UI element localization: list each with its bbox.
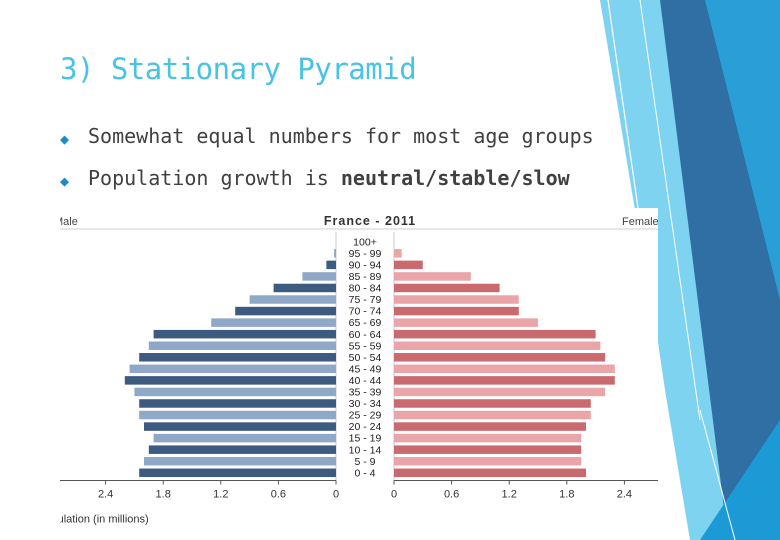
slide-title: 3) Stationary Pyramid bbox=[60, 52, 417, 86]
female-bar bbox=[394, 318, 538, 327]
age-group-label: 60 - 64 bbox=[349, 329, 382, 341]
male-bar bbox=[273, 283, 336, 293]
female-bar bbox=[394, 295, 519, 304]
x-tick-label: 1.2 bbox=[502, 489, 517, 501]
age-group-label: 80 - 84 bbox=[349, 283, 382, 295]
left-legend-label: Male bbox=[60, 216, 78, 228]
age-group-label: 70 - 74 bbox=[349, 306, 382, 318]
age-group-label: 55 - 59 bbox=[349, 340, 382, 352]
female-bar bbox=[394, 456, 582, 466]
right-legend-label: Female bbox=[622, 216, 658, 228]
male-bar bbox=[144, 422, 336, 431]
age-group-label: 0 - 4 bbox=[354, 467, 375, 479]
female-bar bbox=[394, 306, 519, 316]
male-bar bbox=[211, 318, 336, 327]
diamond-bullet-icon: ◆ bbox=[60, 172, 70, 190]
age-group-label: 85 - 89 bbox=[349, 271, 382, 283]
age-group-label: 100+ bbox=[353, 236, 377, 248]
female-bar bbox=[394, 329, 596, 339]
x-tick-label: 2.4 bbox=[617, 489, 632, 501]
male-bar bbox=[302, 272, 336, 281]
male-bar bbox=[144, 456, 336, 466]
female-bar bbox=[394, 353, 606, 362]
age-group-label: 50 - 54 bbox=[349, 352, 382, 364]
female-bar bbox=[394, 387, 606, 397]
age-group-label: 75 - 79 bbox=[349, 294, 382, 306]
deco-panel-mid bbox=[705, 0, 780, 300]
bullet-text: Somewhat equal numbers for most age grou… bbox=[88, 124, 594, 148]
male-bar bbox=[124, 376, 336, 385]
age-group-label: 35 - 39 bbox=[349, 387, 382, 399]
male-bar bbox=[153, 329, 336, 339]
x-tick-label: 0.6 bbox=[271, 489, 286, 501]
female-bar bbox=[394, 272, 471, 281]
age-group-label: 25 - 29 bbox=[349, 410, 382, 422]
male-bar bbox=[139, 399, 336, 408]
female-bar bbox=[394, 445, 582, 454]
age-group-label: 45 - 49 bbox=[349, 363, 382, 375]
female-bar bbox=[394, 399, 591, 408]
x-tick-label: 1.8 bbox=[559, 489, 574, 501]
age-group-label: 5 - 9 bbox=[354, 456, 375, 468]
bullet-emphasis: neutral/stable/slow bbox=[340, 166, 570, 190]
male-bar bbox=[148, 341, 336, 350]
x-tick-label: 0 bbox=[333, 489, 339, 501]
x-tick-label: 1.8 bbox=[156, 489, 171, 501]
bullet-text: Population growth is neutral/stable/slow bbox=[88, 166, 570, 190]
female-bar bbox=[394, 410, 591, 420]
female-bar bbox=[394, 376, 615, 385]
male-bar bbox=[249, 295, 336, 304]
age-group-label: 30 - 34 bbox=[349, 398, 382, 410]
x-axis-label: Population (in millions) bbox=[60, 514, 149, 526]
male-bar bbox=[139, 468, 336, 478]
age-group-label: 65 - 69 bbox=[349, 317, 382, 329]
age-group-label: 90 - 94 bbox=[349, 259, 382, 271]
chart-title: France - 2011 bbox=[324, 214, 416, 228]
male-bar bbox=[326, 260, 336, 270]
male-bar bbox=[139, 410, 336, 420]
male-bar bbox=[129, 364, 336, 374]
age-group-label: 40 - 44 bbox=[349, 375, 382, 387]
male-bar bbox=[235, 306, 336, 316]
deco-panel-bright bbox=[700, 420, 780, 540]
x-tick-label: 2.4 bbox=[98, 489, 113, 501]
age-group-label: 20 - 24 bbox=[349, 421, 382, 433]
female-bar bbox=[394, 283, 500, 293]
female-bar bbox=[394, 422, 586, 431]
age-group-label: 95 - 99 bbox=[349, 248, 382, 260]
female-bar bbox=[394, 433, 582, 443]
x-tick-label: 1.2 bbox=[213, 489, 228, 501]
female-bar bbox=[394, 364, 615, 374]
deco-line-3 bbox=[699, 409, 736, 540]
male-bar bbox=[153, 433, 336, 443]
diamond-bullet-icon: ◆ bbox=[60, 130, 70, 148]
male-bar bbox=[334, 249, 336, 258]
deco-line-2 bbox=[639, 0, 701, 421]
x-tick-label: 0.6 bbox=[444, 489, 459, 501]
female-bar bbox=[394, 260, 423, 270]
female-bar bbox=[394, 341, 601, 350]
male-bar bbox=[134, 387, 336, 397]
age-group-label: 15 - 19 bbox=[349, 433, 382, 445]
female-bar bbox=[394, 468, 586, 478]
male-bar bbox=[148, 445, 336, 454]
female-bar bbox=[394, 249, 402, 258]
male-bar bbox=[139, 353, 336, 362]
age-group-label: 10 - 14 bbox=[349, 444, 382, 456]
x-tick-label: 0 bbox=[391, 489, 397, 501]
